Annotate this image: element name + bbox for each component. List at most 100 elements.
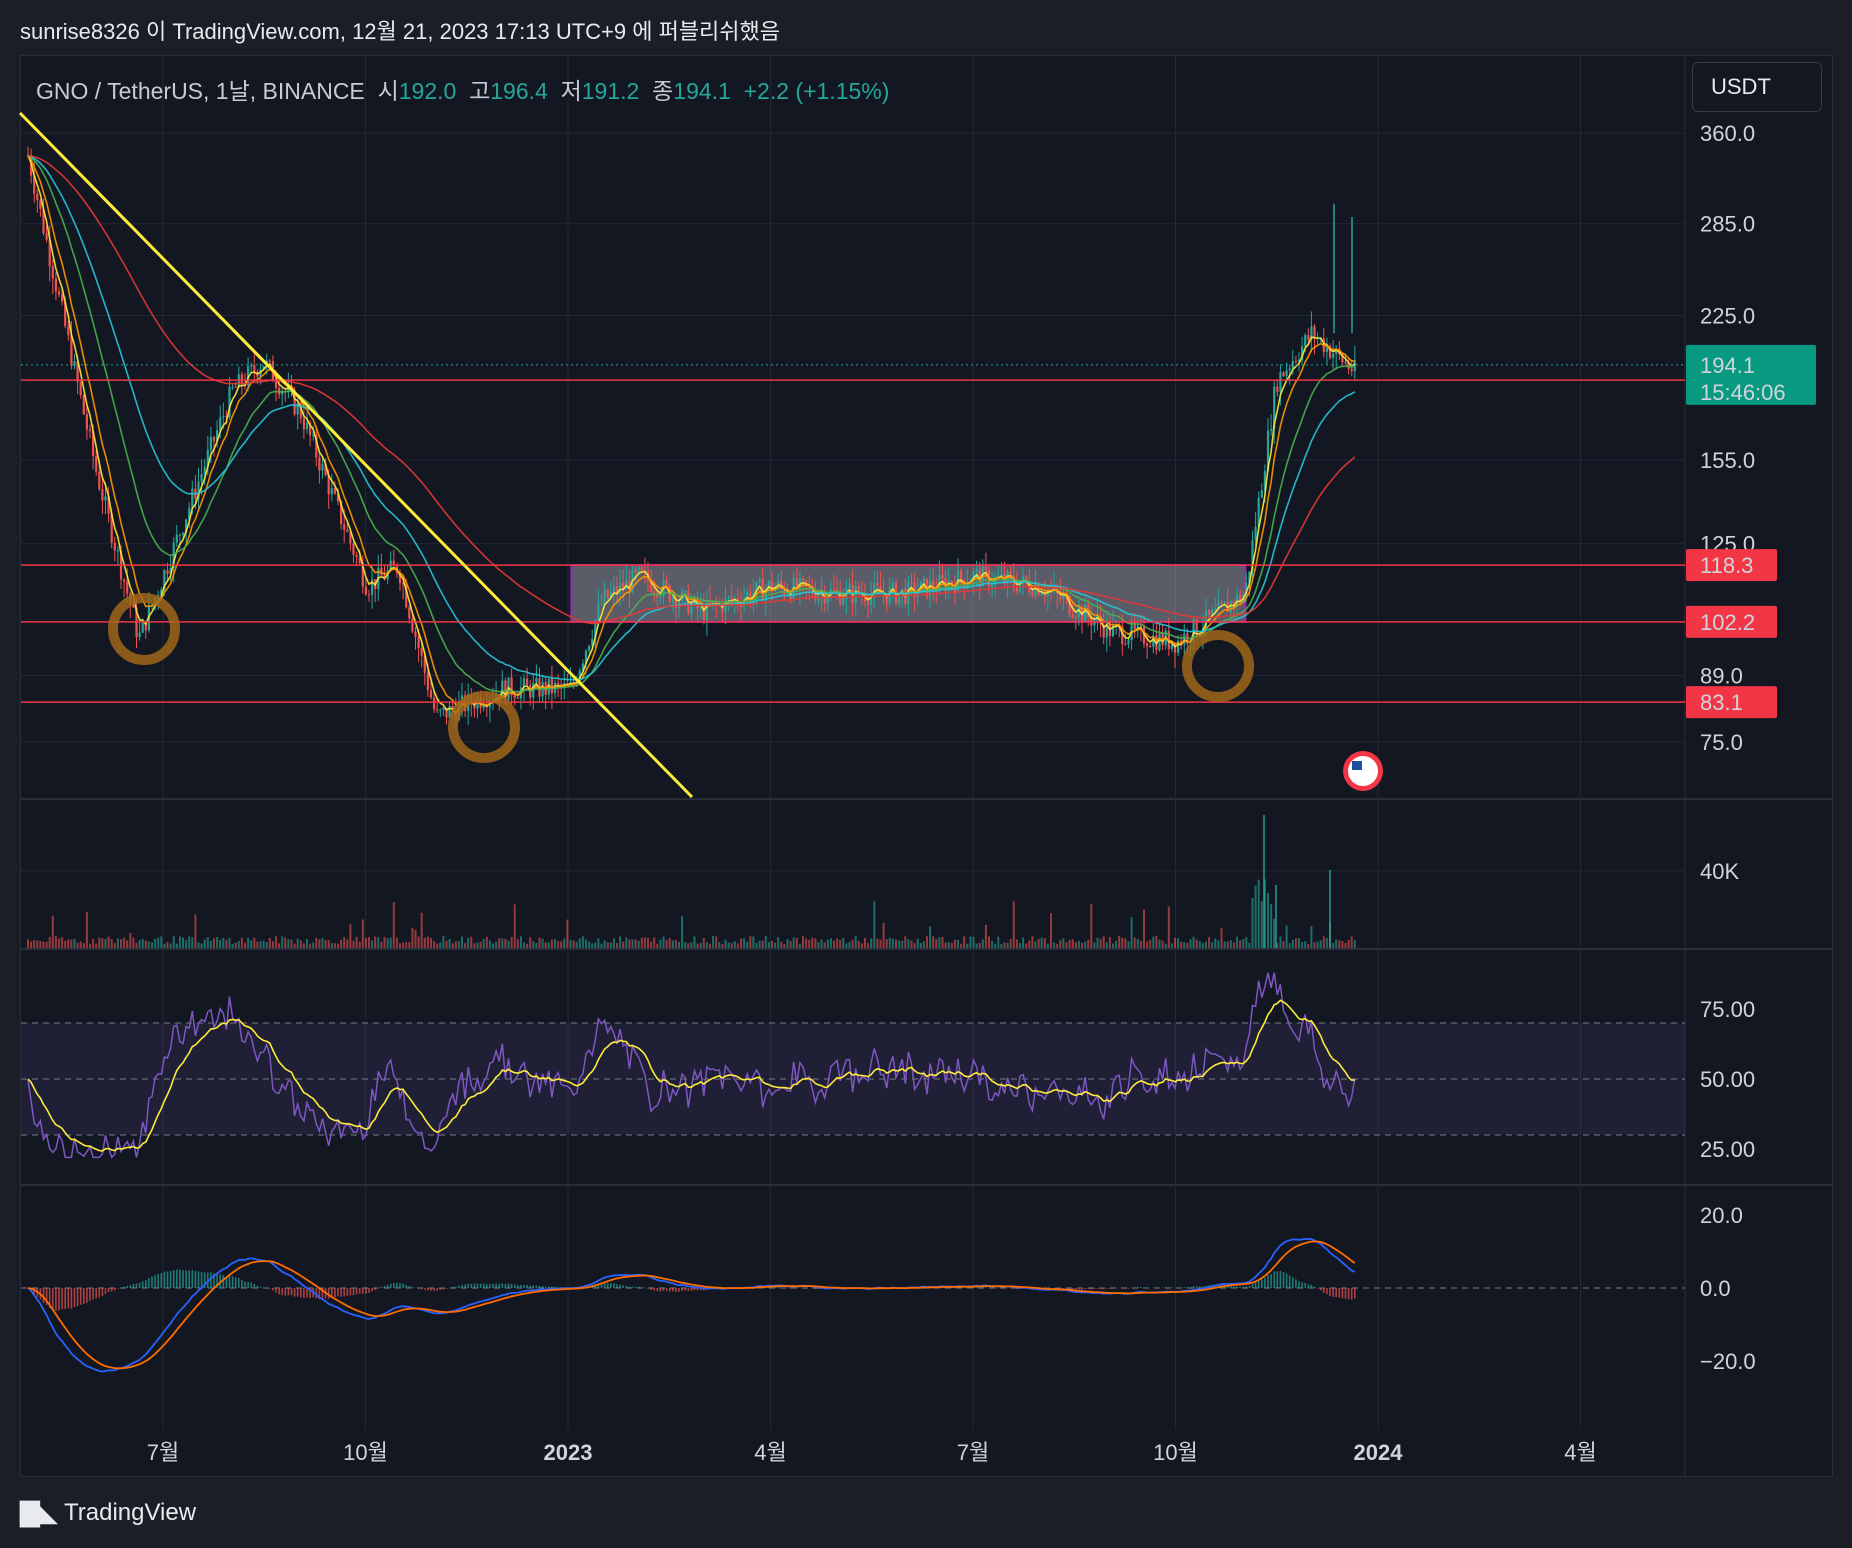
macd-histogram-bar xyxy=(45,1288,48,1305)
volume-bar xyxy=(634,939,637,948)
volume-bar xyxy=(944,942,947,948)
macd-histogram-bar xyxy=(172,1270,175,1288)
volume-bar xyxy=(885,939,888,948)
volume-bar xyxy=(1229,940,1232,948)
macd-histogram-bar xyxy=(321,1288,324,1299)
candle-body xyxy=(1251,540,1254,572)
candle-body xyxy=(591,638,594,646)
macd-histogram-bar xyxy=(365,1288,367,1294)
candle-body xyxy=(867,601,870,605)
macd-histogram-bar xyxy=(207,1272,209,1288)
macd-histogram-bar xyxy=(551,1286,553,1288)
volume-bar xyxy=(895,939,897,948)
low-marker-circle xyxy=(1182,630,1254,702)
volume-bar xyxy=(448,939,451,948)
currency-button[interactable]: USDT xyxy=(1692,62,1822,112)
macd-histogram-bar xyxy=(1282,1272,1285,1288)
volume-bar xyxy=(541,938,544,948)
volume-bar xyxy=(978,942,981,948)
candle-body xyxy=(88,429,92,432)
volume-bar xyxy=(1341,940,1344,948)
volume-bar xyxy=(612,938,615,948)
macd-histogram-bar xyxy=(290,1288,293,1296)
candle-body xyxy=(501,680,504,699)
macd-histogram-bar xyxy=(1273,1271,1275,1288)
candle-body xyxy=(705,599,708,621)
macd-histogram-bar xyxy=(548,1286,550,1288)
macd-histogram-bar xyxy=(374,1288,376,1291)
volume-bar xyxy=(405,942,408,948)
volume-bar xyxy=(166,941,169,948)
macd-histogram-bar xyxy=(1199,1286,1201,1288)
volume-bar xyxy=(1034,941,1037,948)
volume-bar xyxy=(495,941,498,948)
price-tick-label: 75.0 xyxy=(1700,730,1743,755)
volume-bar xyxy=(1282,941,1285,948)
volume-bar xyxy=(352,940,355,948)
volume-bar xyxy=(1031,936,1034,948)
macd-histogram-bar xyxy=(89,1288,91,1301)
volume-bar xyxy=(578,938,581,948)
volume-bar xyxy=(343,937,346,948)
macd-histogram-bar xyxy=(185,1270,187,1288)
macd-histogram-bar xyxy=(1124,1288,1127,1289)
symbol-name[interactable]: GNO / TetherUS, 1날, BINANCE xyxy=(36,78,365,104)
macd-histogram-bar xyxy=(597,1283,600,1288)
macd-histogram-bar xyxy=(52,1288,54,1310)
volume-bar xyxy=(154,938,157,948)
volume-bar xyxy=(783,943,786,948)
volume-bar xyxy=(724,939,727,948)
macd-histogram-bar xyxy=(1335,1288,1337,1298)
macd-histogram-bar xyxy=(1143,1287,1145,1288)
macd-histogram-bar xyxy=(234,1277,237,1288)
volume-bar xyxy=(786,939,789,948)
volume-bar xyxy=(1273,918,1276,948)
candle-body xyxy=(70,335,73,366)
macd-histogram-bar xyxy=(132,1283,135,1288)
candle-body xyxy=(222,416,225,418)
volume-bar xyxy=(833,940,835,948)
volume-bar xyxy=(740,938,742,948)
volume-bar xyxy=(1298,938,1300,948)
candle-body xyxy=(166,570,169,574)
volume-bar xyxy=(206,937,209,948)
macd-histogram-bar xyxy=(557,1286,559,1288)
last-price-badge xyxy=(1686,344,1816,405)
volume-bar xyxy=(1081,942,1083,948)
volume-bar xyxy=(733,941,736,948)
candle-body xyxy=(160,589,163,596)
macd-histogram-bar xyxy=(160,1273,163,1288)
volume-bar xyxy=(761,940,764,948)
ma-cyan-line xyxy=(27,154,1356,681)
candle-body xyxy=(268,360,271,362)
volume-bar xyxy=(1056,943,1059,948)
macd-histogram-bar xyxy=(371,1288,373,1292)
volume-bar xyxy=(1112,943,1114,948)
macd-histogram-bar xyxy=(699,1288,702,1291)
macd-histogram-bar xyxy=(420,1288,423,1289)
price-tick-label: 225.0 xyxy=(1700,303,1755,328)
candle-body xyxy=(33,175,36,194)
volume-bar xyxy=(907,939,910,948)
volume-bar xyxy=(327,940,330,948)
volume-bar xyxy=(219,939,222,948)
volume-bar xyxy=(1136,939,1139,948)
candle-body xyxy=(600,602,603,604)
candle-body xyxy=(513,695,516,698)
candle-body xyxy=(910,581,913,583)
candle-body xyxy=(169,567,172,574)
volume-bar xyxy=(293,943,296,948)
macd-histogram-bar xyxy=(1257,1280,1260,1288)
candle-body xyxy=(898,593,901,604)
candle-body xyxy=(324,464,327,476)
volume-bar xyxy=(337,943,339,948)
volume-bar xyxy=(380,941,383,948)
volume-bar xyxy=(42,941,45,948)
volume-bar xyxy=(935,939,938,948)
volume-bar xyxy=(1006,943,1009,948)
volume-bar xyxy=(433,941,436,948)
volume-bar xyxy=(324,940,327,948)
candle-body xyxy=(1093,620,1096,626)
volume-bar xyxy=(674,939,677,948)
